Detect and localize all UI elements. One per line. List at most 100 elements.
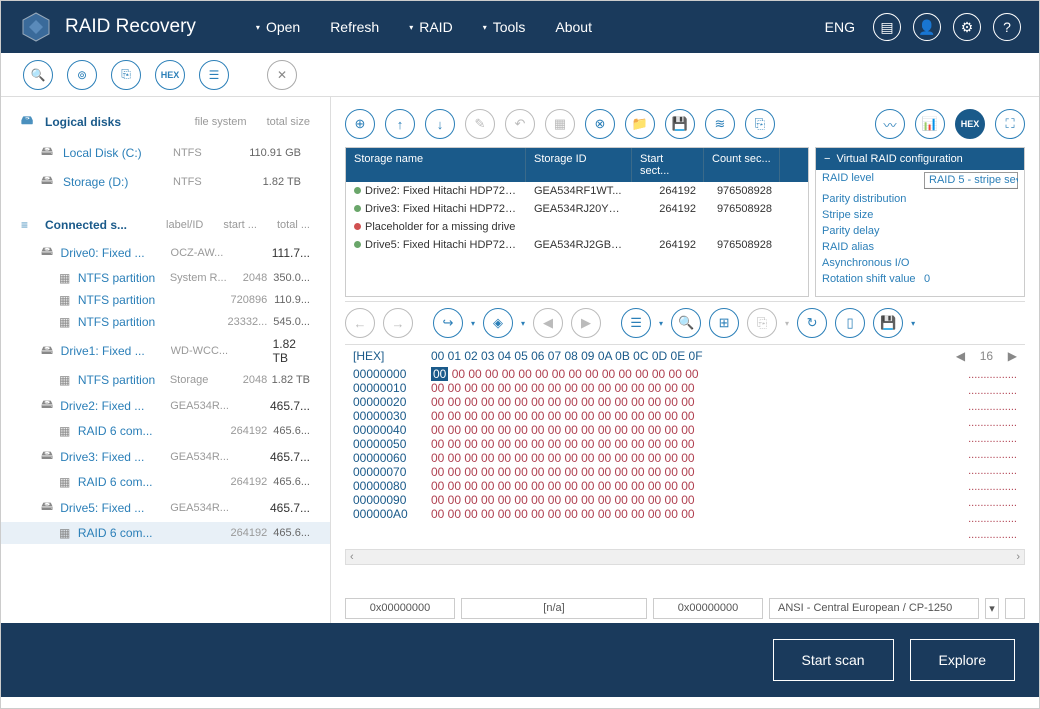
hex-ascii-line: ................ — [968, 527, 1017, 543]
connected-row[interactable]: ▦NTFS partitionSystem R...2048350.0... — [1, 267, 330, 289]
hx-fwd-icon[interactable]: → — [383, 308, 413, 338]
ct-grid-icon[interactable]: ▦ — [545, 109, 575, 139]
status-extra[interactable] — [1005, 598, 1025, 619]
start-scan-button[interactable]: Start scan — [773, 639, 894, 681]
hx-window-icon[interactable]: ⊞ — [709, 308, 739, 338]
hex-nav[interactable]: ◀ 16 ▶ — [956, 349, 1017, 363]
hex-scroll[interactable]: ‹› — [345, 549, 1025, 565]
hex-line: 0000009000 00 00 00 00 00 00 00 00 00 00… — [353, 493, 948, 507]
ct-remove-icon[interactable]: ⊗ — [585, 109, 615, 139]
tool-open-icon[interactable]: ⎘ — [111, 60, 141, 90]
table-row[interactable]: Drive2: Fixed Hitachi HDP7250...GEA534RF… — [346, 182, 808, 200]
connected-storage-header[interactable]: ≡ Connected s... label/IDstart ...total … — [1, 212, 330, 238]
connected-row[interactable]: ▦RAID 6 com...264192465.6... — [1, 522, 330, 544]
cfg-value[interactable] — [924, 193, 1018, 205]
hex-toolbar: ← → ↪▾ ◈▾ ◀ ▶ ☰▾ 🔍 ⊞ ⎘▾ ↻ ▯ 💾▾ — [345, 301, 1025, 345]
cfg-row: Asynchronous I/O — [816, 255, 1024, 271]
connected-row[interactable]: 🖴Drive2: Fixed ...GEA534R...465.7... — [1, 391, 330, 420]
hx-prev-icon[interactable]: ◀ — [533, 308, 563, 338]
tool-scan-icon[interactable]: ⊚ — [67, 60, 97, 90]
tool-close-icon[interactable]: ✕ — [267, 60, 297, 90]
hx-list-icon[interactable]: ☰ — [621, 308, 651, 338]
connected-row[interactable]: 🖴Drive0: Fixed ...OCZ-AW...111.7... — [1, 238, 330, 267]
sidebar: 🖴 Logical disks file systemtotal size 🖴L… — [1, 97, 331, 623]
hx-next-icon[interactable]: ▶ — [571, 308, 601, 338]
ct-up-icon[interactable]: ↑ — [385, 109, 415, 139]
cfg-value[interactable]: 0 — [924, 273, 1018, 285]
secondary-toolbar: 🔍 ⊚ ⎘ HEX ☰ ✕ — [1, 53, 1039, 97]
drive-icon: ▦ — [59, 293, 78, 307]
cfg-value[interactable] — [924, 209, 1018, 221]
table-row[interactable]: Drive5: Fixed Hitachi HDP7250...GEA534RJ… — [346, 236, 808, 254]
encoding-select[interactable]: ANSI - Central European / CP-1250 — [769, 598, 979, 619]
cfg-value[interactable] — [924, 241, 1018, 253]
ct-chart-icon[interactable]: 📊 — [915, 109, 945, 139]
hx-cols-icon[interactable]: ▯ — [835, 308, 865, 338]
drive-icon: 🖴 — [41, 446, 60, 467]
ct-expand-icon[interactable]: ⛶ — [995, 109, 1025, 139]
app-logo-icon — [19, 10, 53, 44]
logical-disks-header[interactable]: 🖴 Logical disks file systemtotal size — [1, 105, 330, 138]
encoding-dropdown-icon[interactable]: ▾ — [985, 598, 999, 619]
hex-line: 0000006000 00 00 00 00 00 00 00 00 00 00… — [353, 451, 948, 465]
menu-about[interactable]: About — [555, 19, 592, 35]
cfg-row: Parity delay — [816, 223, 1024, 239]
menu-refresh[interactable]: Refresh — [330, 19, 379, 35]
help-icon[interactable]: ? — [993, 13, 1021, 41]
connected-row[interactable]: 🖴Drive1: Fixed ...WD-WCC...1.82 TB — [1, 333, 330, 369]
ct-layers-icon[interactable]: ≋ — [705, 109, 735, 139]
ct-export-icon[interactable]: ⎘ — [745, 109, 775, 139]
table-row[interactable]: Drive3: Fixed Hitachi HDP7250...GEA534RJ… — [346, 200, 808, 218]
hx-copy-icon[interactable]: ⎘ — [747, 308, 777, 338]
hx-goto-icon[interactable]: ↪ — [433, 308, 463, 338]
connected-row[interactable]: ▦RAID 6 com...264192465.6... — [1, 471, 330, 493]
menu-open[interactable]: ▾Open — [256, 19, 300, 35]
hex-line: 0000001000 00 00 00 00 00 00 00 00 00 00… — [353, 381, 948, 395]
cfg-value[interactable] — [924, 225, 1018, 237]
ct-edit-icon[interactable]: ✎ — [465, 109, 495, 139]
ct-save-icon[interactable]: 💾 — [665, 109, 695, 139]
settings-icon[interactable]: ⚙ — [953, 13, 981, 41]
language-selector[interactable]: ENG — [825, 19, 855, 35]
connected-row[interactable]: ▦NTFS partition720896110.9... — [1, 289, 330, 311]
ct-down-icon[interactable]: ↓ — [425, 109, 455, 139]
logical-disk-row[interactable]: 🖴Local Disk (C:)NTFS110.91 GB — [1, 138, 330, 167]
collapse-icon[interactable]: − — [824, 153, 830, 165]
ct-target-icon[interactable]: ⊕ — [345, 109, 375, 139]
hx-search-icon[interactable]: 🔍 — [671, 308, 701, 338]
drive-icon: 🖴 — [41, 341, 61, 362]
hex-line: 0000004000 00 00 00 00 00 00 00 00 00 00… — [353, 423, 948, 437]
cfg-row: Rotation shift value0 — [816, 271, 1024, 287]
user-icon[interactable]: 👤 — [913, 13, 941, 41]
connected-row[interactable]: ▦NTFS partition23332...545.0... — [1, 311, 330, 333]
hx-bookmark-icon[interactable]: ◈ — [483, 308, 513, 338]
app-title: RAID Recovery — [65, 16, 196, 38]
table-row[interactable]: Placeholder for a missing drive — [346, 218, 808, 236]
tool-search-icon[interactable]: 🔍 — [23, 60, 53, 90]
hx-back-icon[interactable]: ← — [345, 308, 375, 338]
connected-row[interactable]: 🖴Drive3: Fixed ...GEA534R...465.7... — [1, 442, 330, 471]
menu-tools[interactable]: ▾Tools — [483, 19, 526, 35]
raid-level-dropdown[interactable]: RAID 5 - stripe se▾RAID 1E - advancRAID … — [924, 172, 1018, 189]
cfg-row: RAID alias — [816, 239, 1024, 255]
connected-row[interactable]: ▦NTFS partitionStorage20481.82 TB — [1, 369, 330, 391]
ct-activity-icon[interactable]: 〰 — [875, 109, 905, 139]
logical-disk-row[interactable]: 🖴Storage (D:)NTFS1.82 TB — [1, 167, 330, 196]
hex-ascii-line: ................ — [968, 511, 1017, 527]
ct-folder-icon[interactable]: 📁 — [625, 109, 655, 139]
hx-save-icon[interactable]: 💾 — [873, 308, 903, 338]
connected-row[interactable]: ▦RAID 6 com...264192465.6... — [1, 420, 330, 442]
hex-line: 0000007000 00 00 00 00 00 00 00 00 00 00… — [353, 465, 948, 479]
ct-hexview-icon[interactable]: HEX — [955, 109, 985, 139]
drive-table: Storage name Storage ID Start sect... Co… — [345, 147, 809, 297]
card-icon[interactable]: ▤ — [873, 13, 901, 41]
hx-refresh-icon[interactable]: ↻ — [797, 308, 827, 338]
ct-undo-icon[interactable]: ↶ — [505, 109, 535, 139]
cfg-value[interactable] — [924, 257, 1018, 269]
menu-raid[interactable]: ▾RAID — [409, 19, 452, 35]
tool-hex-icon[interactable]: HEX — [155, 60, 185, 90]
tool-list-icon[interactable]: ☰ — [199, 60, 229, 90]
connected-row[interactable]: 🖴Drive5: Fixed ...GEA534R...465.7... — [1, 493, 330, 522]
hex-ascii-line: ................ — [968, 479, 1017, 495]
explore-button[interactable]: Explore — [910, 639, 1015, 681]
